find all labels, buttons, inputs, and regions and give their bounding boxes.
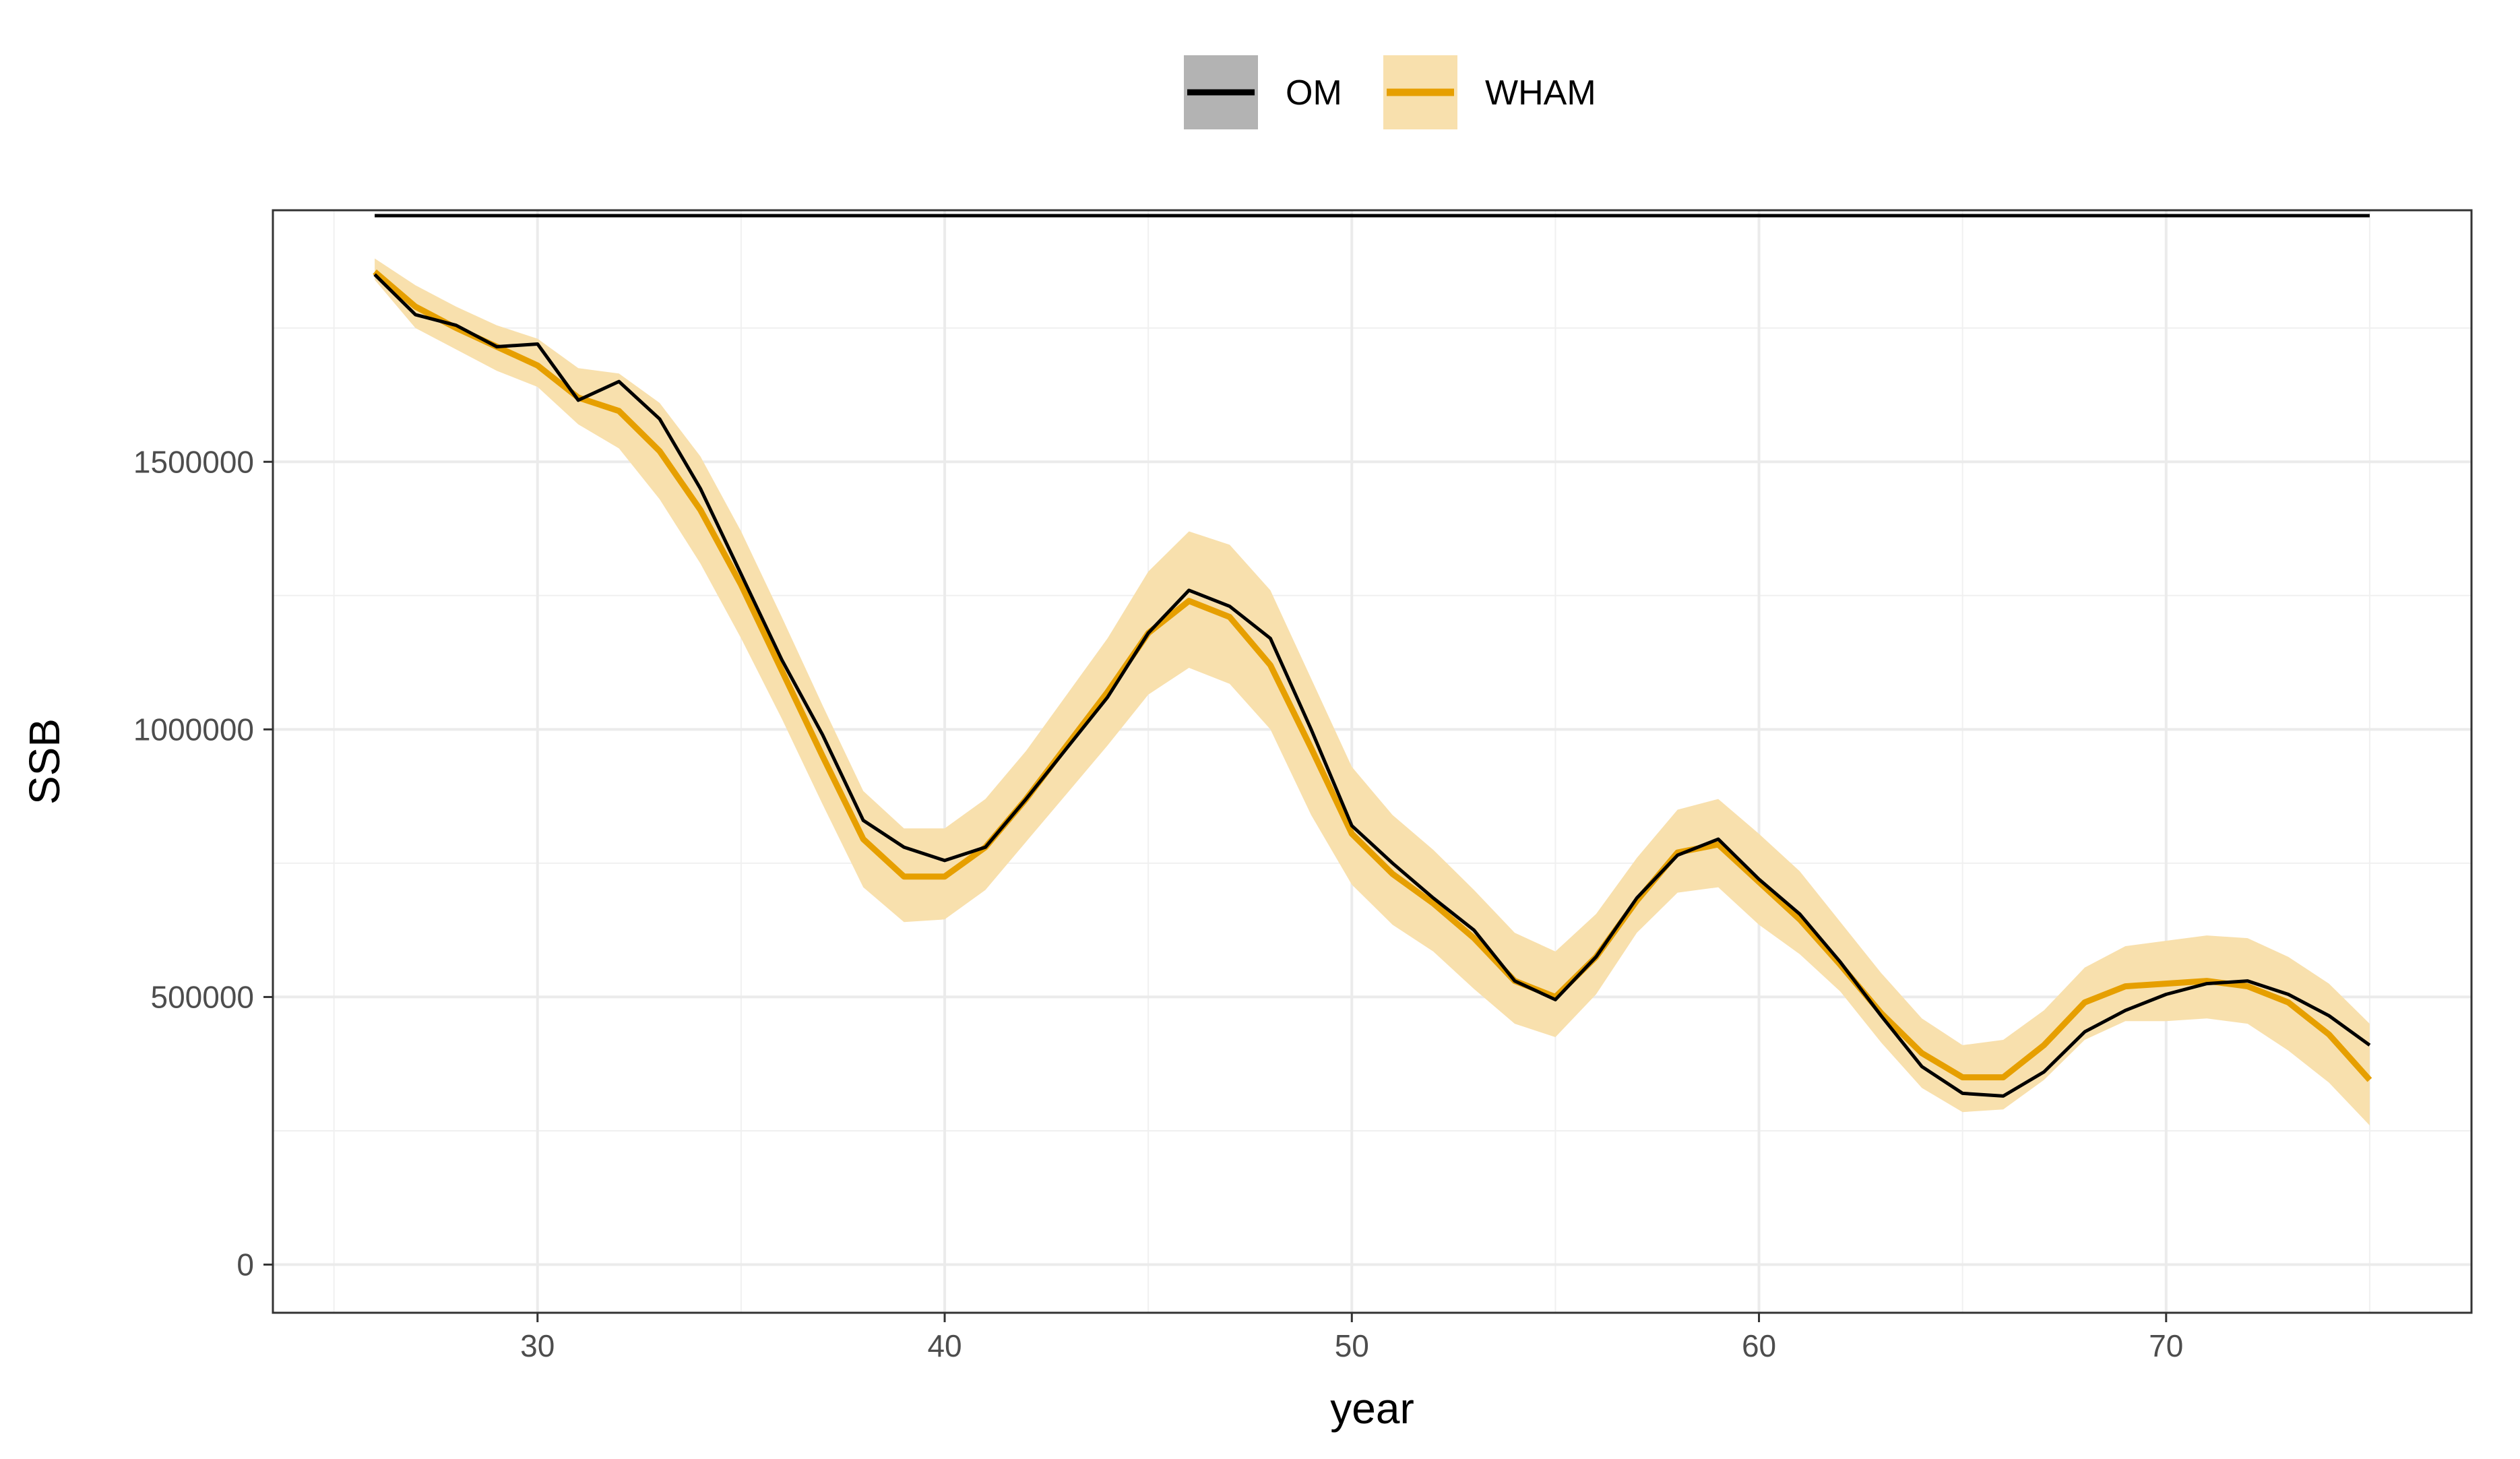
minor-gridlines — [273, 210, 2471, 1313]
y-tick-label: 0 — [237, 1247, 254, 1282]
wham-series-line — [373, 269, 2372, 1082]
y-axis-title: SSB — [20, 718, 69, 805]
legend-label-wham: WHAM — [1485, 73, 1596, 113]
x-tick-label: 30 — [520, 1328, 555, 1363]
wham-confidence-ribbon — [375, 258, 2370, 1125]
series-lines — [373, 214, 2372, 1098]
x-axis-title: year — [1330, 1384, 1414, 1433]
legend-label-om: OM — [1286, 73, 1342, 113]
x-tick-label: 50 — [1335, 1328, 1369, 1363]
y-tick-label: 1000000 — [133, 712, 254, 747]
x-axis: 30 40 50 60 70 — [520, 1313, 2183, 1363]
confidence-ribbons — [375, 258, 2370, 1125]
x-tick-label: 40 — [927, 1328, 962, 1363]
y-tick-label: 500000 — [151, 979, 255, 1014]
legend: OM WHAM — [1184, 55, 1596, 129]
x-tick-label: 70 — [2149, 1328, 2183, 1363]
y-axis: 0 500000 1000000 1500000 — [133, 444, 273, 1282]
y-tick-label: 1500000 — [133, 444, 254, 479]
x-tick-label: 60 — [1742, 1328, 1776, 1363]
panel-border — [272, 209, 2473, 1314]
om-series-line — [373, 273, 2371, 1098]
